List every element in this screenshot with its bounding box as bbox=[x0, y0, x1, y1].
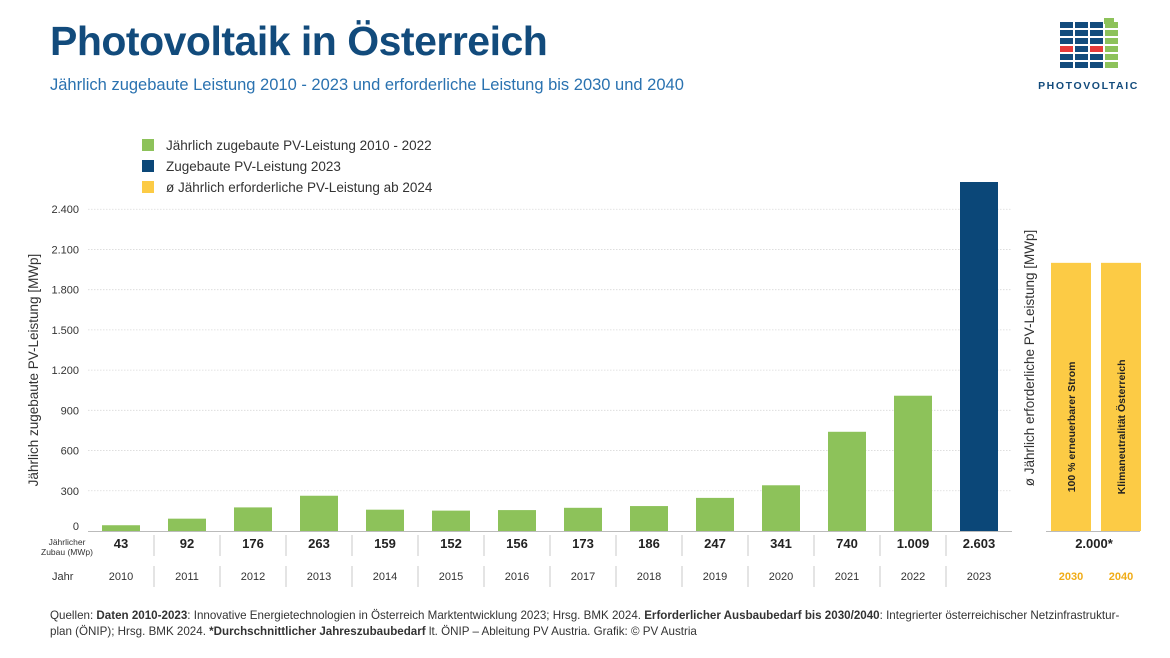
y-tick-label: 300 bbox=[61, 486, 79, 498]
bar-2012 bbox=[234, 507, 272, 531]
year-label-2011: 2011 bbox=[175, 571, 199, 583]
value-label-required: 2.000* bbox=[1075, 536, 1114, 551]
legend-item-yellow: ø Jährlich erforderliche PV-Leistung ab … bbox=[142, 180, 432, 201]
value-label-2022: 1.009 bbox=[897, 536, 930, 551]
year-label-2013: 2013 bbox=[307, 571, 331, 583]
legend-label-yellow: ø Jährlich erforderliche PV-Leistung ab … bbox=[166, 180, 433, 195]
bar-2018 bbox=[630, 506, 668, 531]
year-label-2014: 2014 bbox=[373, 571, 397, 583]
legend-label-blue: Zugebaute PV-Leistung 2023 bbox=[166, 159, 341, 174]
y-tick-label: 0 bbox=[73, 521, 79, 533]
bar-chart: 0 300 600 900 1.200 1.500 1.800 2.100 2.400 Jährl… bbox=[26, 182, 1141, 587]
bar-label-2040: Klimaneutralität Österreich bbox=[1115, 360, 1128, 495]
page-subtitle: Jährlich zugebaute Leistung 2010 - 2023 … bbox=[50, 76, 684, 94]
footer-sources: Quellen: Daten 2010-2023: Innovative Ene… bbox=[50, 609, 1120, 638]
bar-2030 bbox=[1051, 262, 1091, 531]
value-label-2015: 152 bbox=[440, 536, 462, 551]
bar-2023 bbox=[960, 182, 998, 531]
photovoltaic-logo-icon bbox=[1060, 18, 1118, 68]
bar-2019 bbox=[696, 497, 734, 531]
year-label-2030: 2030 bbox=[1059, 571, 1083, 583]
value-label-2011: 92 bbox=[180, 536, 194, 551]
value-label-2012: 176 bbox=[242, 536, 264, 551]
bar-2022 bbox=[894, 395, 932, 531]
year-label-2020: 2020 bbox=[769, 571, 793, 583]
year-label-2019: 2019 bbox=[703, 571, 727, 583]
y-axis-label-right: ø Jährlich erforderliche PV-Leistung [MW… bbox=[1022, 230, 1037, 487]
year-label-2040: 2040 bbox=[1109, 571, 1133, 583]
year-label-2012: 2012 bbox=[241, 571, 265, 583]
bar-label-2030: 100 % erneuerbarer Strom bbox=[1066, 362, 1078, 493]
year-label-2018: 2018 bbox=[637, 571, 661, 583]
value-label-2023: 2.603 bbox=[963, 536, 996, 551]
value-label-2018: 186 bbox=[638, 536, 660, 551]
bar-2015 bbox=[432, 510, 470, 531]
bar-2020 bbox=[762, 485, 800, 531]
bar-2017 bbox=[564, 507, 602, 531]
value-label-2014: 159 bbox=[374, 536, 396, 551]
legend-item-blue: Zugebaute PV-Leistung 2023 bbox=[142, 159, 432, 180]
value-label-2019: 247 bbox=[704, 536, 726, 551]
y-tick-label: 2.100 bbox=[51, 244, 79, 256]
legend-label-green: Jährlich zugebaute PV-Leistung 2010 - 20… bbox=[166, 138, 432, 153]
bar-2021 bbox=[828, 431, 866, 531]
bar-2040 bbox=[1101, 262, 1141, 531]
row-label-values-line1: Jährlicher bbox=[49, 537, 86, 547]
year-label-2010: 2010 bbox=[109, 571, 133, 583]
bar-2014 bbox=[366, 509, 404, 531]
y-tick-label: 2.400 bbox=[51, 204, 79, 216]
legend-swatch-yellow bbox=[142, 181, 154, 193]
value-label-2013: 263 bbox=[308, 536, 330, 551]
y-tick-label: 900 bbox=[61, 405, 79, 417]
row-label-years: Jahr bbox=[52, 571, 74, 583]
legend-item-green: Jährlich zugebaute PV-Leistung 2010 - 20… bbox=[142, 138, 432, 159]
y-tick-label: 1.500 bbox=[51, 325, 79, 337]
year-label-2022: 2022 bbox=[901, 571, 925, 583]
logo-text: PHOTOVOLTAIC bbox=[1038, 80, 1139, 92]
legend-swatch-green bbox=[142, 139, 154, 151]
page-title: Photovoltaik in Österreich bbox=[50, 18, 548, 64]
bar-2011 bbox=[168, 518, 206, 531]
value-label-2020: 341 bbox=[770, 536, 792, 551]
y-tick-label: 1.200 bbox=[51, 365, 79, 377]
y-tick-label: 600 bbox=[61, 446, 79, 458]
y-axis-label: Jährlich zugebaute PV-Leistung [MWp] bbox=[26, 254, 41, 487]
bar-2013 bbox=[300, 495, 338, 531]
bar-2010 bbox=[102, 525, 140, 531]
legend-swatch-blue bbox=[142, 160, 154, 172]
year-label-2017: 2017 bbox=[571, 571, 595, 583]
y-tick-label: 1.800 bbox=[51, 285, 79, 297]
bar-2016 bbox=[498, 510, 536, 531]
value-label-2016: 156 bbox=[506, 536, 528, 551]
year-label-2023: 2023 bbox=[967, 571, 991, 583]
legend: Jährlich zugebaute PV-Leistung 2010 - 20… bbox=[142, 138, 432, 201]
value-label-2010: 43 bbox=[114, 536, 128, 551]
value-label-2017: 173 bbox=[572, 536, 594, 551]
row-label-values-line2: Zubau (MWp) bbox=[41, 547, 93, 557]
year-label-2021: 2021 bbox=[835, 571, 859, 583]
value-label-2021: 740 bbox=[836, 536, 858, 551]
year-label-2015: 2015 bbox=[439, 571, 463, 583]
year-label-2016: 2016 bbox=[505, 571, 529, 583]
